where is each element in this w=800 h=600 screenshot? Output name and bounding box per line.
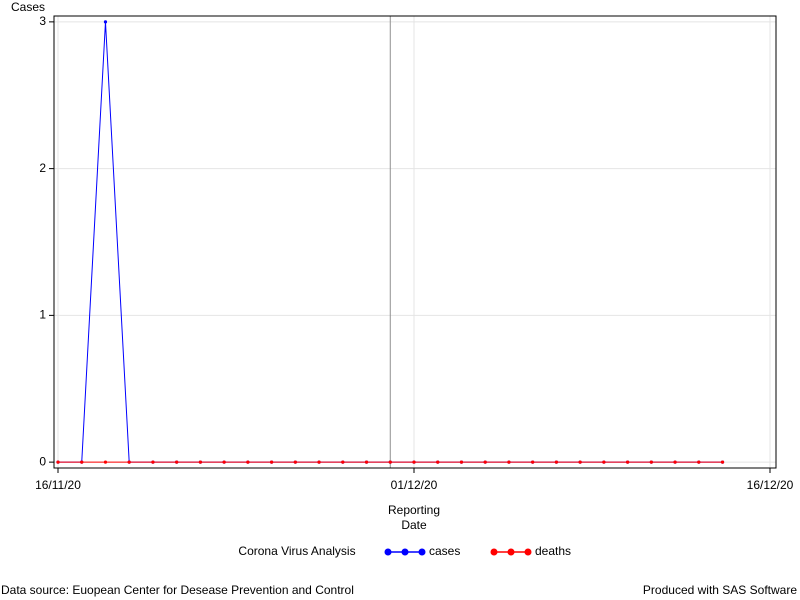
point-marker [483,460,487,464]
x-tick-label: 01/12/20 [391,478,438,492]
point-marker [673,460,677,464]
x-tick-label: 16/11/20 [35,478,81,492]
point-marker [80,460,84,464]
footnote: Produced with SAS Software [643,583,797,597]
point-marker [531,460,535,464]
x-tick-label: 16/12/20 [747,478,794,492]
point-marker [270,460,274,464]
point-marker [697,460,701,464]
point-marker [626,460,630,464]
legend-marker [384,548,392,556]
point-marker [246,460,250,464]
point-marker [127,460,131,464]
footnote: Data source: Euopean Center for Desease … [1,583,354,597]
plot-frame [53,15,777,469]
legend-marker [418,548,426,556]
point-marker [341,460,345,464]
point-marker [198,460,202,464]
point-marker [720,460,725,464]
point-marker [602,460,606,464]
point-marker [103,20,108,24]
legend-marker [401,548,409,556]
y-tick-label: 1 [39,308,46,322]
legend-label: deaths [535,544,571,558]
y-tick-label: 2 [39,161,46,175]
point-marker [578,460,582,464]
point-marker [175,460,179,464]
point-marker [649,460,653,464]
legend-marker [490,548,498,556]
point-marker [388,460,392,464]
y-tick-label: 0 [39,454,46,468]
legend-title: Corona Virus Analysis [238,544,355,558]
legend-marker [507,548,515,556]
point-marker [554,460,559,464]
legend-marker [524,548,532,556]
point-marker [459,460,464,464]
point-marker [507,460,511,464]
y-tick-label: 3 [39,14,46,28]
x-axis-label: Date [401,518,427,532]
point-marker [222,460,226,464]
point-marker [293,460,297,464]
point-marker [364,460,369,464]
point-marker [317,460,321,464]
x-axis-label: Reporting [388,503,440,517]
point-marker [56,460,60,464]
point-marker [103,460,108,464]
y-axis-label: Cases [11,0,45,14]
legend-label: cases [429,544,460,558]
point-marker [412,460,416,464]
point-marker [151,460,155,464]
point-marker [436,460,440,464]
